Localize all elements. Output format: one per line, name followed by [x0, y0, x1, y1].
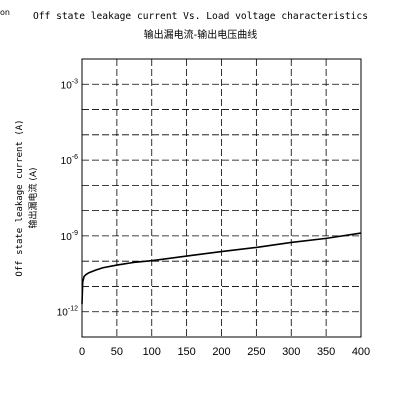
x-tick-label: 200	[212, 346, 230, 358]
x-tick-label: 250	[247, 346, 265, 358]
x-tick-label: 400	[352, 346, 370, 358]
x-tick-label: 300	[282, 346, 300, 358]
x-tick-label: 50	[111, 346, 123, 358]
y-tick-label: 10-3	[61, 78, 78, 91]
y-tick-labels: 10-3 10-6 10-9 10-12	[57, 78, 78, 318]
y-tick-label: 10-9	[61, 230, 78, 243]
chart-subtitle: 输出漏电流-输出电压曲线	[143, 30, 258, 41]
y-tick-label: 10-6	[61, 154, 78, 167]
y-axis-label: Off state leakage current (A)	[15, 119, 25, 276]
series-line	[81, 232, 362, 305]
x-tick-label: 350	[317, 346, 335, 358]
y-tick-label: 10-12	[57, 306, 78, 319]
plot-frame	[81, 58, 362, 338]
x-tick-label: 0	[79, 346, 85, 358]
x-tick-labels: 0 50 100 150 200 250 300 350 400	[79, 346, 370, 358]
x-tick-label: 100	[143, 346, 161, 358]
y-axis-label-zh: 输出漏电流 (A)	[27, 167, 39, 228]
y-axis-label-group: Off state leakage current (A) 输出漏电流 (A)	[15, 119, 39, 276]
series-group	[81, 232, 362, 305]
grid-lines	[82, 59, 361, 337]
x-tick-label: 150	[177, 346, 195, 358]
page-fragment-text: on	[0, 8, 10, 17]
chart-title: Off state leakage current Vs. Load volta…	[32, 11, 368, 22]
